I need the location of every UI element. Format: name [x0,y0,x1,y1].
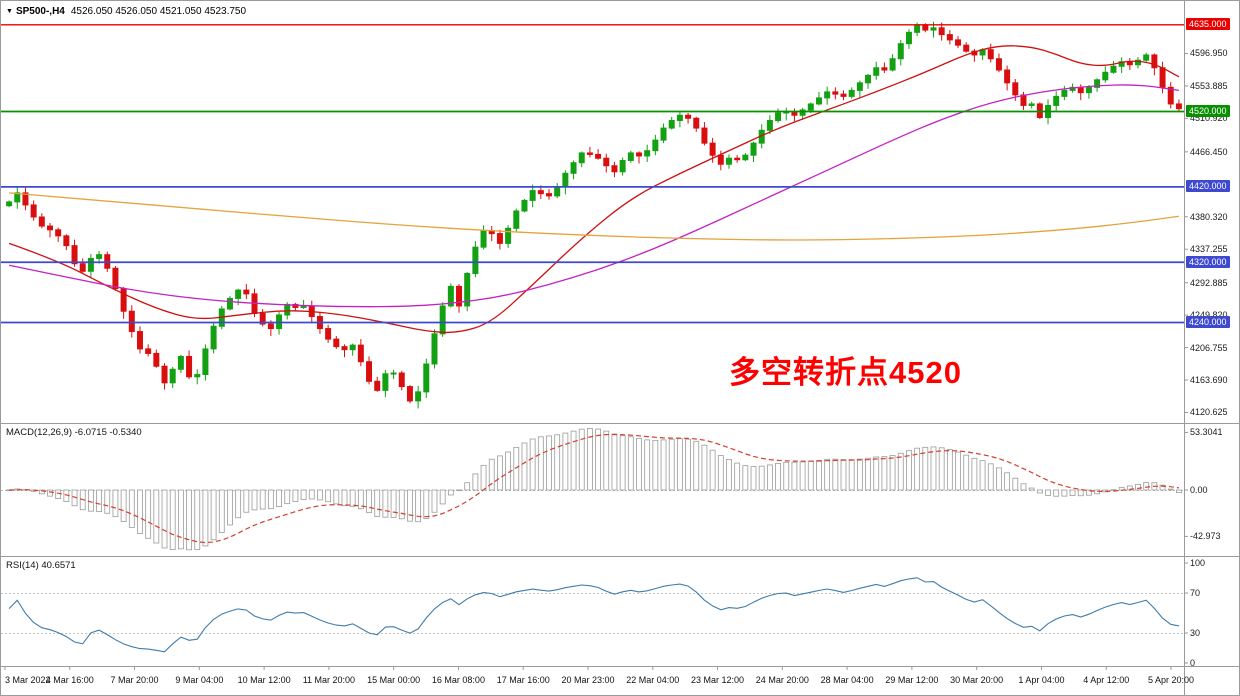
price-tick-label: 4120.625 [1190,407,1228,418]
text-annotation[interactable]: 多空转折点4520 [729,355,962,390]
time-label: 5 Apr 20:00 [1147,675,1195,685]
macd-signal-line [9,433,1179,544]
rsi-axis-label: 100 [1190,558,1206,568]
time-label: 29 Mar 12:00 [885,675,939,685]
time-label: 30 Mar 20:00 [950,675,1004,685]
macd-axis-label: 0.00 [1190,485,1208,495]
time-label: 20 Mar 23:00 [561,675,615,685]
time-axis[interactable]: 3 Mar 2022 4 Mar 16:00 7 Mar 20:00 9 Mar 04… [1,667,1239,695]
time-label: 1 Apr 04:00 [1018,675,1065,685]
price-axis[interactable]: 4596.950 4553.885 4510.920 4466.450 4380.320… [1184,1,1239,695]
time-label: 9 Mar 04:00 [175,675,224,685]
macd-histogram [6,428,1182,551]
time-label: 3 Mar 2022 [5,675,51,685]
rsi-axis-label: 30 [1190,628,1201,638]
time-label: 16 Mar 08:00 [431,675,485,685]
quote-bar: ▼ SP500-,H4 4526.050 4526.050 4521.050 452… [6,6,246,17]
symbol-label: SP500-,H4 [15,6,65,17]
price-tick-label: 4163.690 [1190,375,1228,386]
price-tick-label: 4249.820 [1190,310,1228,320]
hline-price-badge: 4635.000 [1186,18,1230,31]
rsi-axis-label: 0 [1190,658,1196,668]
price-tick-label: 4292.885 [1190,277,1228,288]
time-label: 22 Mar 04:00 [626,675,680,685]
price-tick-label: 4380.320 [1190,211,1228,222]
macd-panel[interactable] [1,428,1184,551]
ma-fast-line [8,45,1180,334]
rsi-panel[interactable] [1,577,1184,653]
price-tick-label: 4206.755 [1190,342,1228,353]
price-tick-label: 4596.950 [1190,48,1228,59]
hline-price-badge: 4420.000 [1186,180,1230,193]
time-label: 7 Mar 20:00 [110,675,159,685]
price-panel[interactable] [1,21,1184,409]
macd-axis-label: -42.973 [1190,531,1221,542]
time-label: 23 Mar 12:00 [691,675,745,685]
rsi-line [8,577,1180,653]
time-label: 10 Mar 12:00 [237,675,291,685]
price-tick-label: 4337.255 [1190,244,1228,255]
time-label: 11 Mar 20:00 [302,675,356,685]
time-label: 28 Mar 04:00 [820,675,874,685]
price-tick-label: 4466.450 [1190,146,1228,157]
ma-slow-line [9,192,1179,241]
hline-price-badge: 4240.000 [1186,316,1230,329]
hline-price-badge: 4320.000 [1186,255,1230,268]
collapse-quote-icon[interactable]: ▼ [6,8,13,15]
macd-axis-label: 53.3041 [1190,427,1223,438]
ohlc-values: 4526.050 4526.050 4521.050 4523.750 [70,6,247,17]
time-label: 4 Mar 16:00 [45,675,94,685]
price-tick-label: 4510.920 [1190,113,1228,124]
time-label: 17 Mar 16:00 [496,675,550,685]
rsi-indicator-label: RSI(14) 40.6571 [6,560,76,571]
macd-indicator-label: MACD(12,26,9) -6.0715 -0.5340 [6,427,142,438]
time-label: 15 Mar 00:00 [367,675,421,685]
candlestick-series [6,21,1182,409]
price-tick-label: 4553.885 [1190,80,1228,91]
rsi-axis-label: 70 [1190,588,1201,598]
hline-price-badge: 4520.000 [1186,104,1230,117]
time-label: 24 Mar 20:00 [755,675,809,685]
time-label: 4 Apr 12:00 [1083,675,1130,685]
ma-medium-line [8,84,1180,308]
